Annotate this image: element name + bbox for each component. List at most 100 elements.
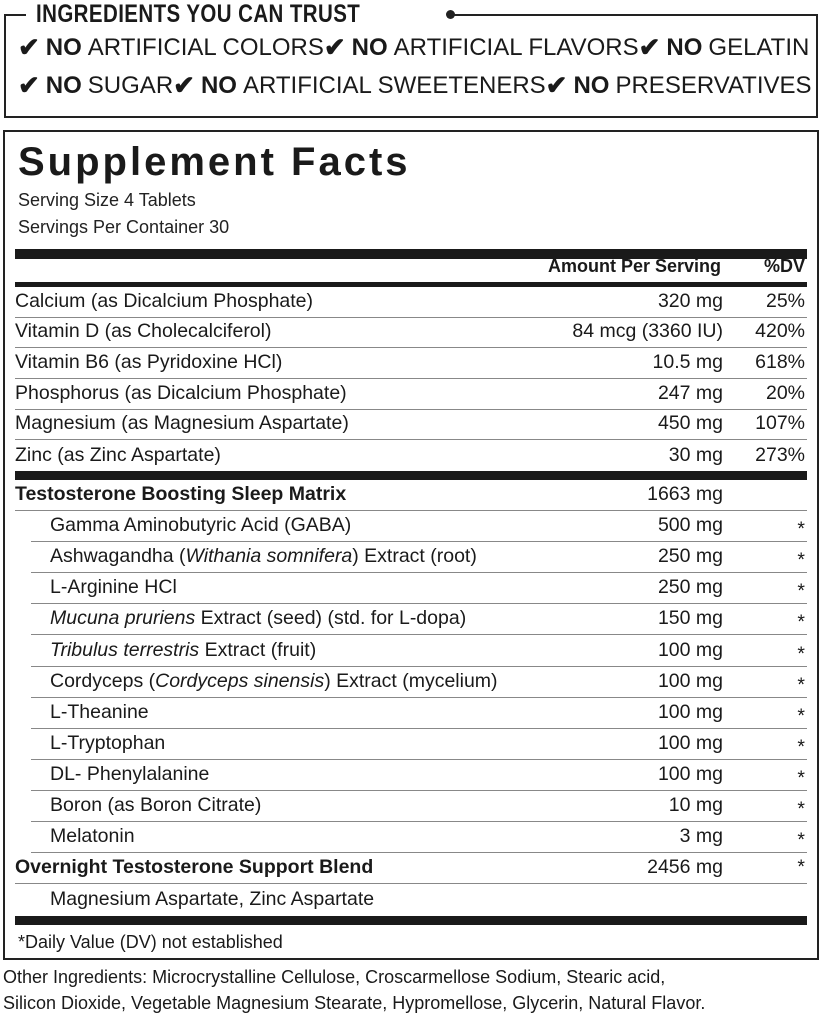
checkmark-icon: ✔ xyxy=(18,70,40,100)
ingredient-name: L-Tryptophan xyxy=(50,732,165,755)
claim-no: NO xyxy=(351,33,388,61)
claims-row-1: ✔ NO ARTIFICIAL COLORS ✔ NO ARTIFICIAL FLAVOR… xyxy=(18,32,810,63)
claim-item: ✔ NO SUGAR xyxy=(18,70,173,101)
name-text: Boron (as Boron Citrate) xyxy=(50,794,262,817)
amount-header: Amount Per Serving xyxy=(547,256,721,276)
nutrient-dv: 618% xyxy=(755,351,805,374)
name-text: Melatonin xyxy=(50,825,135,848)
thick-divider xyxy=(15,249,807,259)
botanical-name: Cordyceps sinensis xyxy=(155,669,325,692)
nutrient-dv: 420% xyxy=(755,320,805,343)
claim-item: ✔ NO GELATIN xyxy=(639,32,810,63)
blend-row: Mucuna pruriens Extract (seed) (std. for… xyxy=(31,604,807,636)
name-text: Magnesium Aspartate, Zinc Aspartate xyxy=(50,888,375,911)
nutrient-row: Phosphorus (as Dicalcium Phosphate) 247 m… xyxy=(15,379,807,410)
claim-no: NO xyxy=(45,33,82,61)
ingredient-amount: 100 mg xyxy=(657,731,723,754)
nutrient-row: Zinc (as Zinc Aspartate) 30 mg 273% xyxy=(15,440,807,471)
supplement-facts-panel: Supplement Facts Serving Size 4 Tablets … xyxy=(3,130,819,960)
name-suffix: Extract (seed) (std. for L-dopa) xyxy=(195,607,467,630)
ingredient-amount: 150 mg xyxy=(657,607,723,630)
ingredient-dv: * xyxy=(797,580,805,603)
claim-no: NO xyxy=(200,71,237,99)
ingredient-amount: 500 mg xyxy=(657,514,723,537)
claim-text: SUGAR xyxy=(87,71,174,99)
nutrient-amount: 247 mg xyxy=(657,381,723,404)
name-text: L-Theanine xyxy=(50,700,149,723)
nutrient-row: Vitamin B6 (as Pyridoxine HCl) 10.5 mg 618… xyxy=(15,348,807,380)
name-text: Overnight Testosterone Support Blend xyxy=(15,856,374,879)
ingredient-amount: 100 mg xyxy=(657,638,723,661)
dv-header: %DV xyxy=(763,256,805,276)
serving-size: Serving Size 4 Tablets xyxy=(18,190,196,210)
ingredient-amount: 100 mg xyxy=(657,762,723,785)
blend-row: DL- Phenylalanine 100 mg * xyxy=(31,760,807,791)
botanical-name: Tribulus terrestris xyxy=(50,638,200,661)
nutrient-dv: 25% xyxy=(765,289,805,312)
nutrient-list: Calcium (as Dicalcium Phosphate) 320 mg 25… xyxy=(15,287,807,471)
ingredients-trust-box: INGREDIENTS YOU CAN TRUST ✔ NO ARTIFICIAL … xyxy=(4,0,818,118)
claim-item: ✔ NO PRESERVATIVES xyxy=(546,70,812,101)
claim-text: ARTIFICIAL SWEETENERS xyxy=(242,71,546,99)
checkmark-icon: ✔ xyxy=(638,32,661,62)
facts-title: Supplement Facts xyxy=(18,140,411,184)
nutrient-dv: 273% xyxy=(755,444,805,467)
name-suffix: ) Extract (mycelium) xyxy=(324,669,498,692)
nutrient-row: Calcium (as Dicalcium Phosphate) 320 mg 25… xyxy=(15,287,807,318)
ingredient-amount: 1663 mg xyxy=(647,483,723,506)
blend-row: Cordyceps (Cordyceps sinensis) Extract (… xyxy=(31,667,807,698)
ingredient-dv: * xyxy=(797,704,805,727)
claim-no: NO xyxy=(666,33,703,61)
other-ingredients-line-1: Other Ingredients: Microcrystalline Cell… xyxy=(3,967,666,987)
ingredient-name: Boron (as Boron Citrate) xyxy=(50,794,261,817)
blend-row: L-Tryptophan 100 mg * xyxy=(31,729,807,760)
claim-item: ✔ NO ARTIFICIAL COLORS xyxy=(18,32,324,63)
ingredient-name: Magnesium Aspartate, Zinc Aspartate xyxy=(50,888,374,911)
ingredient-dv: * xyxy=(797,829,805,852)
claim-item: ✔ NO ARTIFICIAL FLAVORS xyxy=(324,32,639,63)
nutrient-row: Vitamin D (as Cholecalciferol) 84 mcg (33… xyxy=(15,318,807,349)
blend-row: L-Arginine HCl 250 mg * xyxy=(31,573,807,605)
checkmark-icon: ✔ xyxy=(323,32,346,62)
nutrient-name: Magnesium (as Magnesium Aspartate) xyxy=(15,412,349,435)
botanical-name: Mucuna pruriens xyxy=(50,607,196,630)
name-text: Gamma Aminobutyric Acid (GABA) xyxy=(50,514,352,537)
divider xyxy=(4,14,26,16)
trust-title: INGREDIENTS YOU CAN TRUST xyxy=(36,0,361,28)
nutrient-name: Zinc (as Zinc Aspartate) xyxy=(15,444,221,467)
nutrient-dv: 107% xyxy=(755,412,805,435)
claim-no: NO xyxy=(573,71,610,99)
name-text: Cordyceps ( xyxy=(50,669,156,692)
name-text: L-Arginine HCl xyxy=(50,576,177,599)
ingredient-name: Melatonin xyxy=(50,825,135,848)
blend-row: L-Theanine 100 mg * xyxy=(31,698,807,729)
other-ingredients-line-2: Silicon Dioxide, Vegetable Magnesium Ste… xyxy=(3,993,706,1013)
ingredient-dv: * xyxy=(797,766,805,789)
ingredient-name: Ashwagandha (Withania somnifera) Extract… xyxy=(50,545,477,568)
ingredient-name: Overnight Testosterone Support Blend xyxy=(15,856,373,879)
claim-text: GELATIN xyxy=(708,33,810,61)
nutrient-amount: 10.5 mg xyxy=(652,351,723,374)
ingredient-amount: 2456 mg xyxy=(647,856,723,879)
nutrient-name: Calcium (as Dicalcium Phosphate) xyxy=(15,289,314,312)
nutrient-name: Vitamin D (as Cholecalciferol) xyxy=(15,320,272,343)
ingredient-dv: * xyxy=(797,518,805,541)
nutrient-amount: 320 mg xyxy=(657,289,723,312)
claim-text: PRESERVATIVES xyxy=(615,71,812,99)
claim-item: ✔ NO ARTIFICIAL SWEETENERS xyxy=(173,70,546,101)
ingredient-dv: * xyxy=(797,798,805,821)
nutrient-amount: 84 mcg (3360 IU) xyxy=(572,320,723,343)
ingredient-name: L-Arginine HCl xyxy=(50,576,177,599)
nutrient-amount: 450 mg xyxy=(657,412,723,435)
ingredient-amount: 250 mg xyxy=(657,576,723,599)
thick-divider xyxy=(15,916,807,925)
blend-row: Magnesium Aspartate, Zinc Aspartate xyxy=(31,884,807,915)
ingredient-name: L-Theanine xyxy=(50,701,149,724)
ingredient-dv: * xyxy=(797,611,805,634)
divider xyxy=(15,282,807,287)
ingredient-amount: 3 mg xyxy=(679,825,723,848)
nutrient-dv: 20% xyxy=(765,381,805,404)
ingredient-name: Gamma Aminobutyric Acid (GABA) xyxy=(50,514,351,537)
ingredient-name: DL- Phenylalanine xyxy=(50,763,209,786)
ingredient-dv: * xyxy=(797,673,805,696)
